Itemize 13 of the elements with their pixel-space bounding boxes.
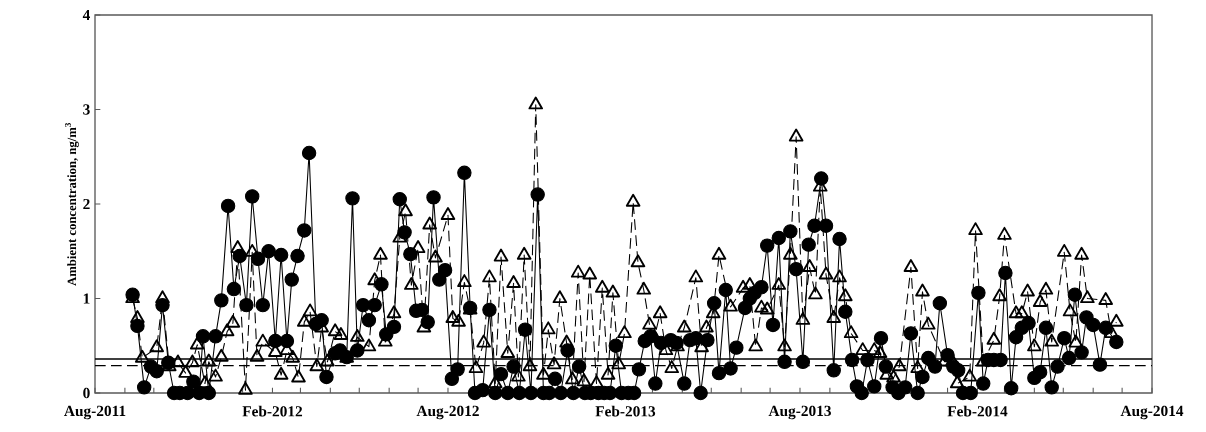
x-tick-label: Aug-2011 bbox=[64, 405, 126, 420]
y-tick-label: 1 bbox=[83, 293, 90, 304]
y-tick-label: 3 bbox=[83, 104, 90, 115]
x-tick-label: Aug-2014 bbox=[1120, 405, 1184, 420]
y-tick-label: 0 bbox=[83, 387, 90, 399]
x-tick-label: Feb-2013 bbox=[595, 405, 656, 417]
x-tick-label: Aug-2012 bbox=[416, 405, 479, 420]
y-tick-label: 2 bbox=[83, 198, 90, 210]
x-tick-label: Feb-2012 bbox=[242, 405, 303, 417]
x-tick-label: Aug-2013 bbox=[768, 405, 831, 420]
x-tick-label: Feb-2014 bbox=[947, 405, 1008, 417]
y-axis-title: Ambient concentration, ng/m$^{3}$ bbox=[65, 123, 79, 286]
y-tick-label: 4 bbox=[82, 9, 91, 21]
